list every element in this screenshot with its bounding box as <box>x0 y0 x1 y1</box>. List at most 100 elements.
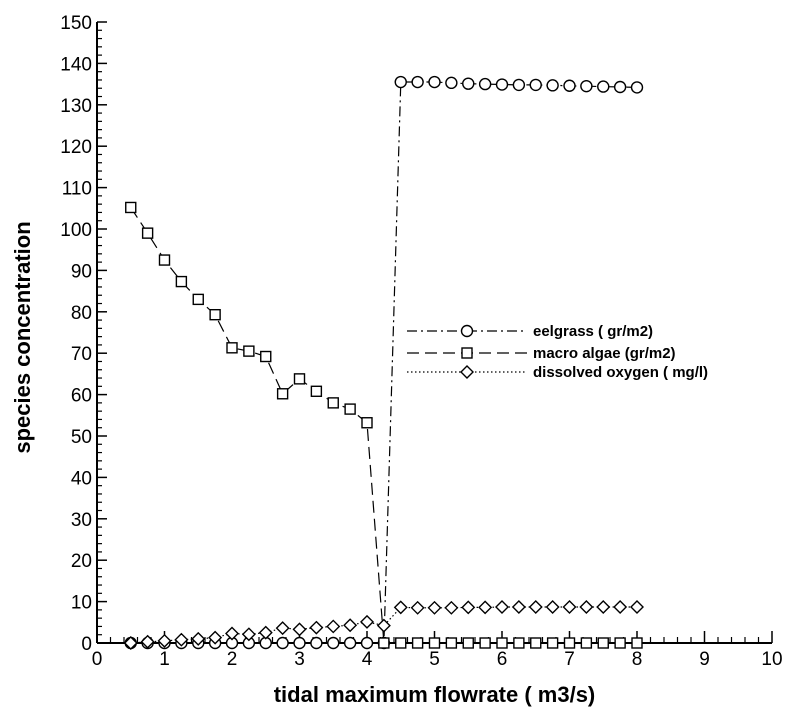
data-point-macro-algae <box>125 201 137 214</box>
y-tick-label: 10 <box>71 593 92 614</box>
y-ticks: 0 10 20 30 40 50 60 70 80 90 100 110 120 130 140 150 <box>60 13 107 655</box>
data-point-macro-algae <box>462 637 474 649</box>
data-point-dissolved-oxygen <box>275 621 290 636</box>
x-tick-label: 4 <box>362 649 373 670</box>
x-tick-label: 1 <box>159 649 170 670</box>
y-tick-label: 120 <box>60 137 92 158</box>
data-point-dissolved-oxygen <box>427 600 442 615</box>
data-point-dissolved-oxygen <box>191 631 206 646</box>
data-point-dissolved-oxygen <box>123 636 138 650</box>
y-tick-label: 80 <box>71 303 92 324</box>
data-point-dissolved-oxygen <box>208 630 223 645</box>
data-point-dissolved-oxygen <box>157 633 172 648</box>
data-point-dissolved-oxygen <box>495 599 509 614</box>
data-point-macro-algae <box>293 373 306 385</box>
data-point-dissolved-oxygen <box>461 600 476 615</box>
y-tick-label: 140 <box>60 54 92 75</box>
y-tick-label: 60 <box>71 386 92 407</box>
data-point-eelgrass <box>529 78 542 92</box>
data-point-dissolved-oxygen <box>241 627 256 642</box>
data-point-dissolved-oxygen <box>579 599 594 614</box>
data-point-dissolved-oxygen <box>528 599 543 614</box>
minor-ticks <box>97 29 760 643</box>
data-point-macro-algae <box>530 637 542 649</box>
data-point-eelgrass <box>512 78 526 92</box>
data-point-dissolved-oxygen <box>393 600 408 615</box>
data-point-dissolved-oxygen <box>630 599 644 614</box>
data-point-macro-algae <box>597 637 609 649</box>
data-point-eelgrass <box>343 636 357 650</box>
data-point-macro-algae <box>546 637 559 649</box>
x-tick-label: 6 <box>497 649 508 670</box>
legend-label-macro-algae: macro algae (gr/m2) <box>533 345 676 362</box>
data-point-eelgrass <box>613 80 627 94</box>
x-tick-label: 7 <box>564 649 575 670</box>
data-point-eelgrass <box>276 636 289 650</box>
data-point-macro-algae <box>361 417 373 429</box>
data-point-macro-algae <box>327 397 339 409</box>
data-point-dissolved-oxygen <box>343 618 358 633</box>
data-point-eelgrass <box>630 81 644 94</box>
data-point-macro-algae <box>158 254 171 266</box>
y-tick-label: 130 <box>60 96 92 117</box>
data-point-eelgrass <box>478 77 492 91</box>
axes <box>96 22 772 644</box>
data-point-macro-algae <box>496 637 508 649</box>
data-point-dissolved-oxygen <box>613 599 628 614</box>
data-point-eelgrass <box>327 636 340 650</box>
data-point-eelgrass <box>428 75 441 89</box>
data-point-eelgrass <box>360 636 374 650</box>
data-point-dissolved-oxygen <box>545 599 560 614</box>
data-point-dissolved-oxygen <box>174 632 189 647</box>
data-point-macro-algae <box>563 637 576 649</box>
data-point-dissolved-oxygen <box>376 618 391 633</box>
legend-marker <box>460 324 474 338</box>
legend-symbol-dissolved-oxygen <box>407 365 527 379</box>
series-layer <box>123 75 644 650</box>
data-point-eelgrass <box>462 77 475 90</box>
series-line-macro-algae <box>130 207 637 644</box>
data-point-dissolved-oxygen <box>225 626 239 641</box>
legend-marker <box>460 365 474 379</box>
legend-symbol-eelgrass <box>407 324 527 338</box>
series-eelgrass <box>124 75 644 650</box>
data-point-dissolved-oxygen <box>140 634 155 649</box>
data-point-eelgrass <box>597 80 610 93</box>
legend: eelgrass ( gr/m2) macro algae (gr/m2) di… <box>407 323 708 381</box>
data-point-macro-algae <box>378 637 390 649</box>
data-point-macro-algae <box>141 227 154 239</box>
data-point-macro-algae <box>428 637 441 649</box>
data-point-macro-algae <box>580 637 593 649</box>
data-point-dissolved-oxygen <box>478 600 493 615</box>
data-point-dissolved-oxygen <box>326 619 341 634</box>
data-point-dissolved-oxygen <box>410 600 425 615</box>
data-point-dissolved-oxygen <box>511 599 526 614</box>
legend-item-macro-algae: macro algae (gr/m2) <box>407 345 676 362</box>
data-point-eelgrass <box>495 78 509 91</box>
y-tick-label: 0 <box>81 634 92 655</box>
y-tick-label: 110 <box>62 179 92 200</box>
data-point-eelgrass <box>293 636 306 650</box>
data-point-dissolved-oxygen <box>562 599 577 614</box>
y-tick-label: 50 <box>71 427 92 448</box>
data-point-eelgrass <box>563 79 576 92</box>
data-point-macro-algae <box>226 342 238 354</box>
x-tick-label: 3 <box>294 649 305 670</box>
legend-label-eelgrass: eelgrass ( gr/m2) <box>533 323 653 340</box>
data-point-macro-algae <box>513 637 525 649</box>
data-point-macro-algae <box>175 275 188 288</box>
data-point-macro-algae <box>243 345 255 357</box>
legend-symbol-macro-algae <box>407 347 527 359</box>
x-tick-label: 9 <box>699 649 710 670</box>
x-tick-label: 5 <box>429 649 440 670</box>
data-point-dissolved-oxygen <box>309 620 324 635</box>
x-tick-label: 0 <box>92 649 103 670</box>
legend-item-dissolved-oxygen: dissolved oxygen ( mg/l) <box>407 364 708 381</box>
y-tick-label: 30 <box>71 510 92 531</box>
series-line-eelgrass <box>130 81 638 644</box>
y-tick-label: 150 <box>60 13 92 34</box>
data-point-eelgrass <box>546 79 559 92</box>
data-point-eelgrass <box>310 636 323 650</box>
x-tick-label: 2 <box>227 649 238 670</box>
